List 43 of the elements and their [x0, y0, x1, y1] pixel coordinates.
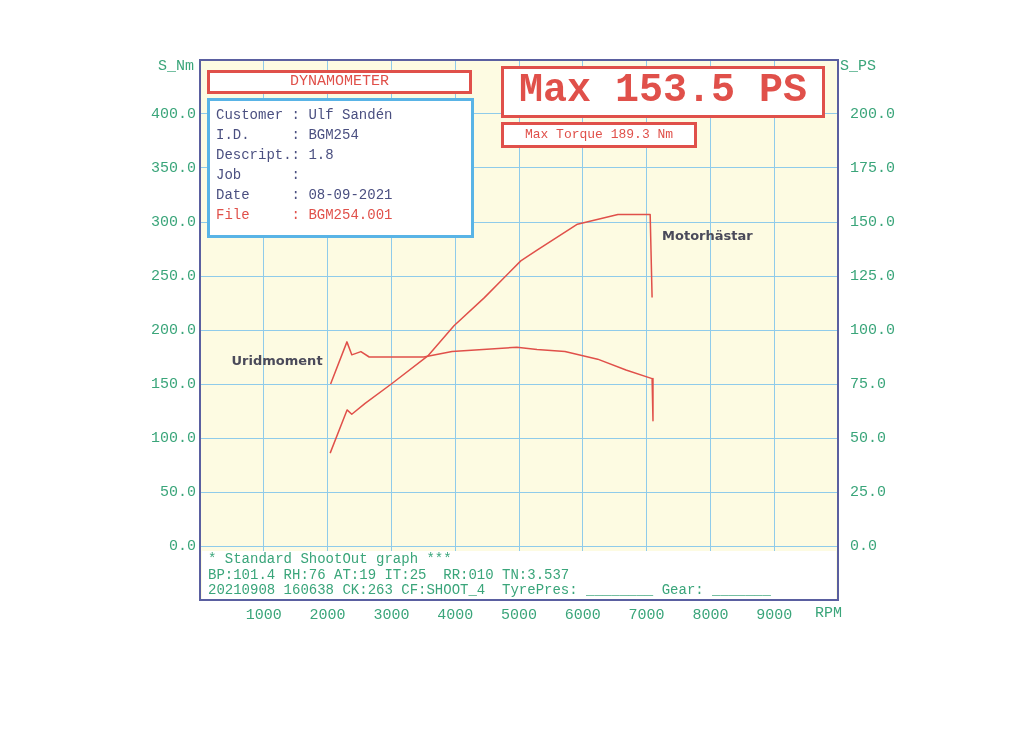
y-axis-title: S_Nm	[157, 58, 194, 76]
y-tick-label: 350.0	[150, 159, 196, 177]
x-axis-title: RPM	[814, 605, 842, 623]
y2-axis-title: S_PS	[840, 58, 877, 76]
y-tick-label: 250.0	[150, 267, 196, 285]
annotation: * Standard ShootOut graph ***	[208, 551, 453, 568]
y2-tick-label: 100.0	[850, 321, 896, 339]
y2-tick-label: 50.0	[850, 429, 887, 447]
max-power-box: Max 153.5 PS	[501, 66, 825, 118]
y-tick-label: 400.0	[150, 105, 196, 123]
annotation: 20210908 160638 CK:263 CF:SHOOT_4 TyrePres: ________ Gear: _______	[208, 582, 772, 599]
y-tick-label: 0.0	[168, 537, 196, 555]
x-tick-label: 8000	[692, 606, 729, 624]
y2-tick-label: 150.0	[850, 213, 896, 231]
x-tick-label: 2000	[309, 606, 346, 624]
annotation: Customer : Ulf Sandén	[216, 106, 394, 125]
x-tick-label: 9000	[756, 606, 793, 624]
x-tick-label: 7000	[628, 606, 665, 624]
y2-tick-label: 25.0	[850, 483, 887, 501]
annotation: Date : 08-09-2021	[216, 186, 394, 205]
y2-tick-label: 175.0	[850, 159, 896, 177]
y-tick-label: 100.0	[150, 429, 196, 447]
y-tick-label: 200.0	[150, 321, 196, 339]
info-footer: * Standard ShootOut graph *** BP:101.4 RH:76 AT:19 IT:25 RR:010 TN:3.537 20210908 160638 CK:263 CF:SHOOT_4 TyrePres: ________ Gear: _______	[202, 551, 836, 599]
max-torque-box: Max Torque 189.3 Nm	[501, 122, 697, 148]
annotation: Descript.: 1.8	[216, 146, 335, 165]
annotation: Job :	[216, 166, 301, 185]
y-tick-label: 150.0	[150, 375, 196, 393]
y2-tick-label: 0.0	[850, 537, 878, 555]
x-tick-label: 1000	[245, 606, 282, 624]
y2-tick-label: 125.0	[850, 267, 896, 285]
y-tick-label: 50.0	[159, 483, 196, 501]
x-tick-label: 6000	[564, 606, 601, 624]
annotation: I.D. : BGM254	[216, 126, 360, 145]
x-tick-label: 3000	[373, 606, 410, 624]
header-box: DYNAMOMETER	[207, 70, 472, 94]
annotation: File : BGM254.001	[216, 206, 394, 225]
x-tick-label: 4000	[437, 606, 474, 624]
annotation: BP:101.4 RH:76 AT:19 IT:25 RR:010 TN:3.537	[208, 566, 571, 583]
x-tick-label: 5000	[500, 606, 538, 624]
y2-tick-label: 75.0	[850, 375, 887, 393]
y2-tick-label: 200.0	[850, 105, 896, 123]
y-tick-label: 300.0	[150, 213, 196, 231]
